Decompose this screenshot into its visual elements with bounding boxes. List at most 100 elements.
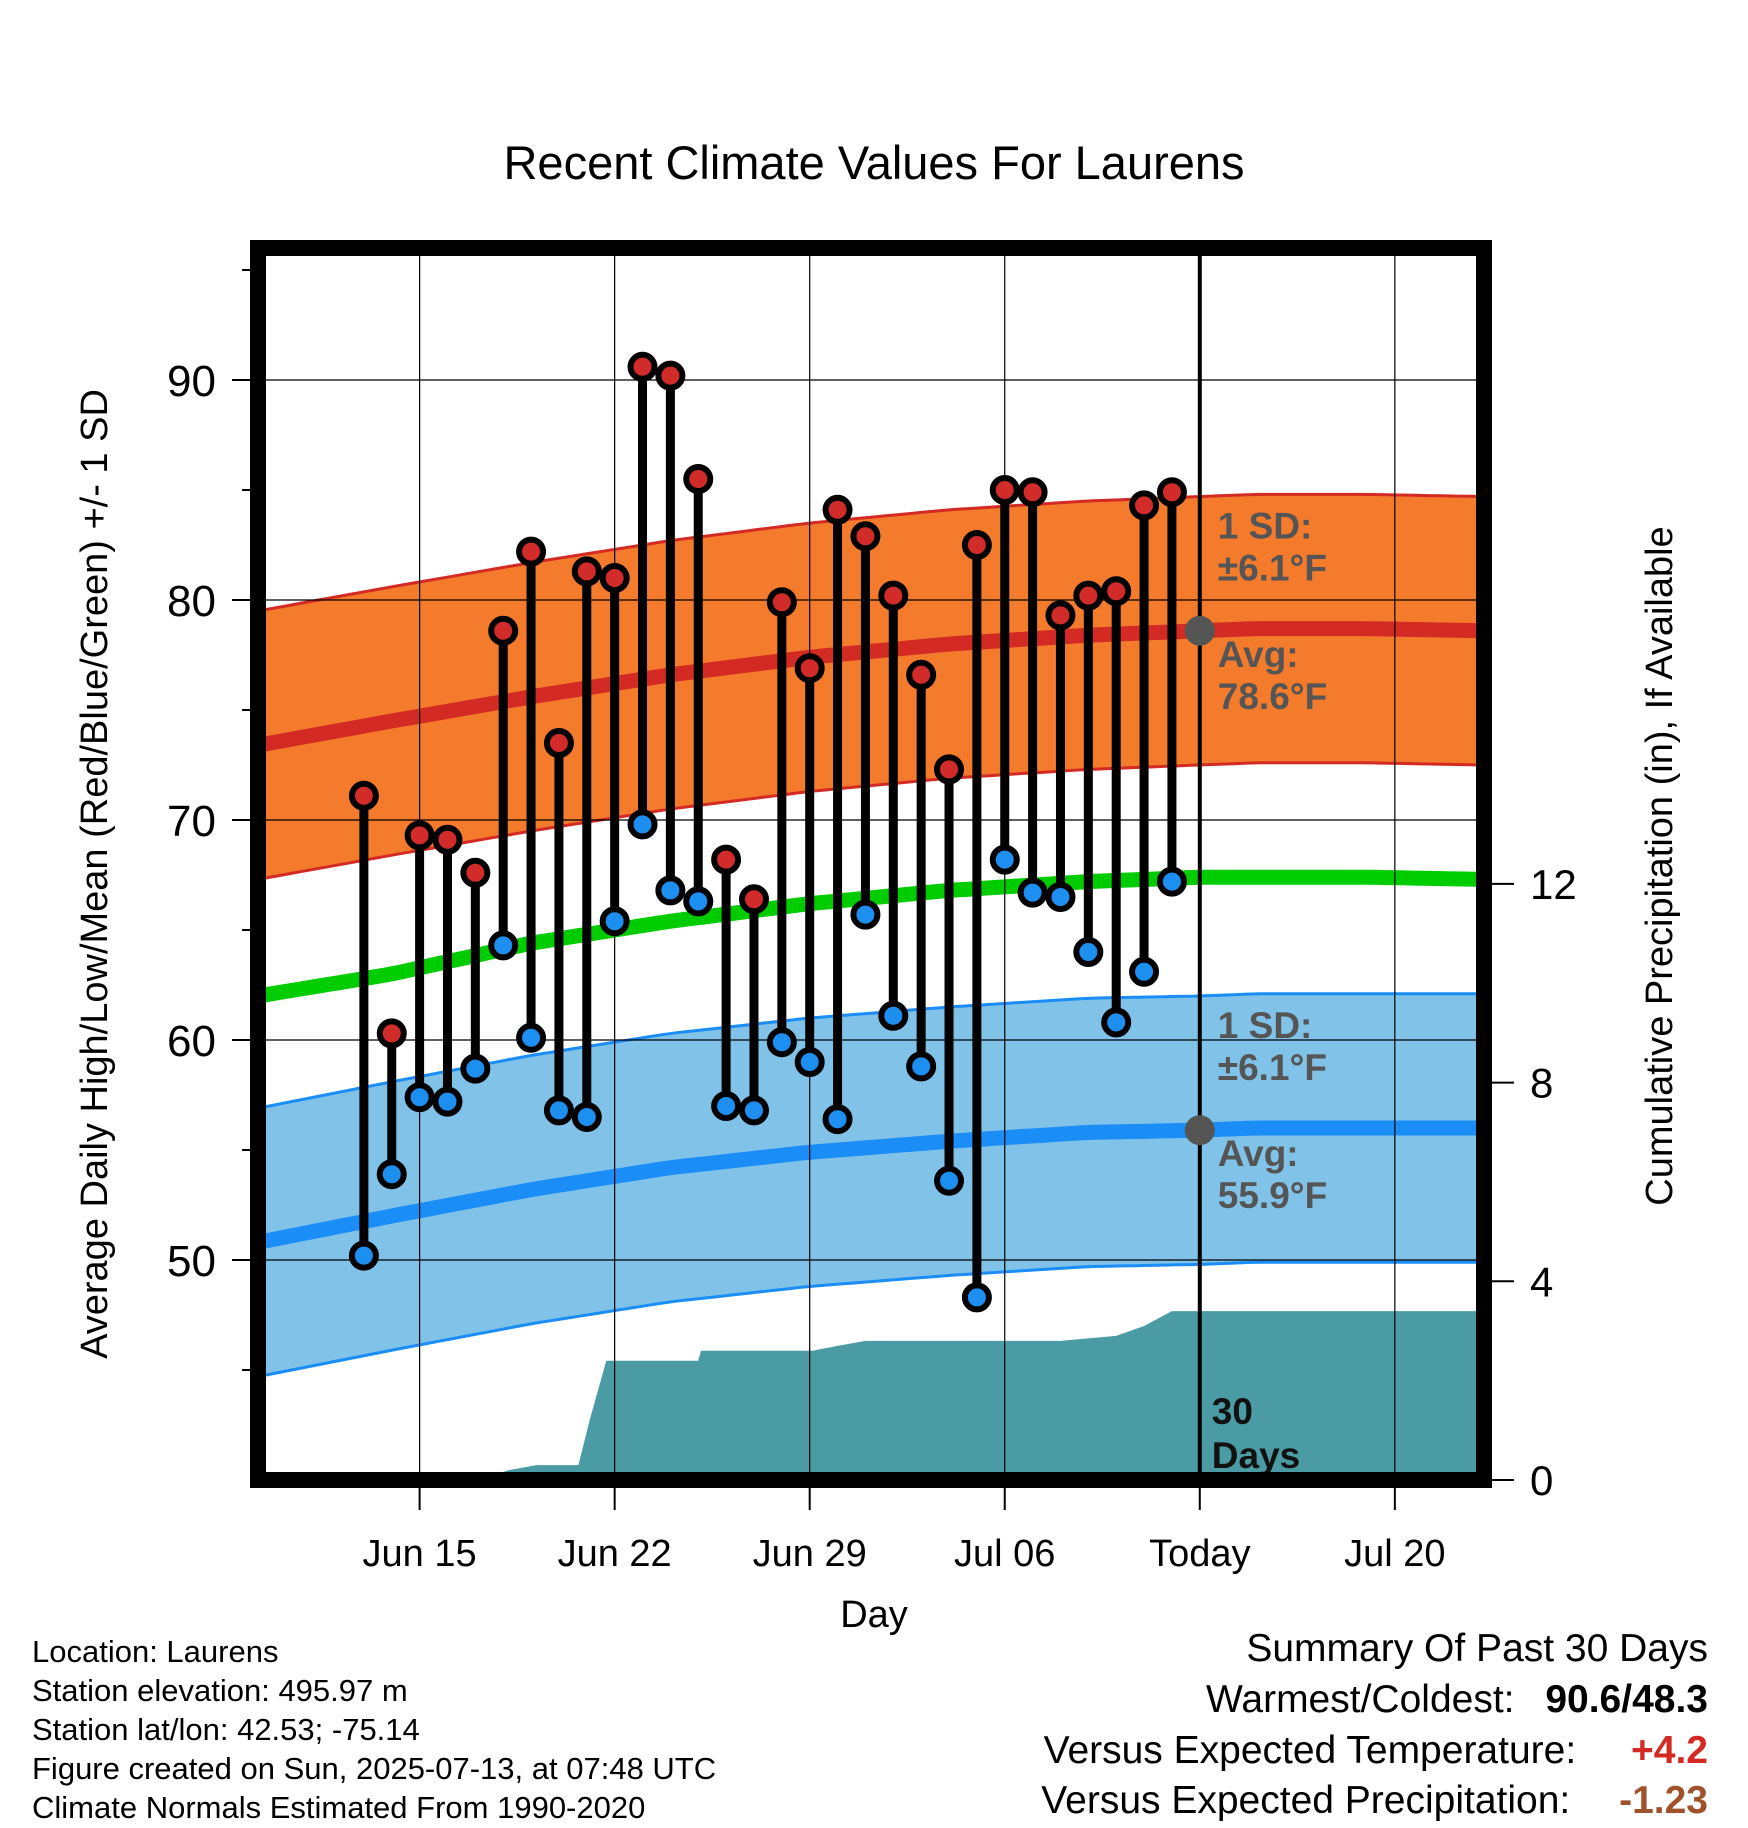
- high-temp-point: [1017, 477, 1048, 508]
- low-avg-value: 55.9°F: [1218, 1175, 1327, 1216]
- footer-normals: Climate Normals Estimated From 1990-2020: [32, 1790, 646, 1825]
- summary-precip-label: Versus Expected Precipitation:: [1041, 1779, 1571, 1822]
- high-temp-point: [488, 615, 519, 646]
- low-temp-point: [460, 1053, 491, 1084]
- low-temp-point: [571, 1102, 602, 1132]
- low-temp-point: [906, 1051, 937, 1082]
- low-sd-band: [258, 993, 1484, 1377]
- y-tick-label: 90: [167, 357, 216, 406]
- high-temp-point: [683, 464, 714, 494]
- low-temp-point: [711, 1091, 742, 1121]
- low-temp-point: [1101, 1007, 1132, 1038]
- high-temp-point: [961, 530, 992, 560]
- high-temp-point: [599, 563, 630, 593]
- low-sd-value: ±6.1°F: [1218, 1047, 1327, 1088]
- low-avg-label: Avg:: [1218, 1133, 1299, 1174]
- low-temp-point: [822, 1104, 853, 1135]
- low-temp-point: [961, 1282, 992, 1313]
- x-tick-label: Jul 20: [1344, 1533, 1445, 1575]
- high-temp-point: [516, 536, 547, 567]
- y2-axis-label: Cumulative Precipitation (in), If Availa…: [1639, 526, 1681, 1205]
- high-avg-line: [258, 621, 1484, 753]
- high-sd-lower-line: [258, 761, 1484, 881]
- low-temp-point: [1073, 937, 1104, 967]
- high-temp-point: [711, 844, 742, 875]
- low-avg-today-marker: [1184, 1115, 1215, 1146]
- summary-precip-value: -1.23: [1619, 1779, 1708, 1822]
- low-temp-point: [543, 1095, 574, 1126]
- days-count-label: 30: [1212, 1391, 1253, 1432]
- low-temp-point: [766, 1027, 797, 1058]
- x-tick-label: Jul 06: [954, 1533, 1055, 1575]
- high-temp-point: [571, 556, 602, 587]
- y-tick-label: 70: [167, 797, 216, 846]
- high-temp-point: [1101, 576, 1132, 607]
- low-temp-point: [1045, 882, 1076, 912]
- mean-avg-line: [258, 869, 1484, 1004]
- high-temp-point: [1129, 490, 1160, 521]
- high-temp-point: [432, 824, 463, 855]
- summary-heading: Summary Of Past 30 Days: [1246, 1627, 1708, 1670]
- high-temp-point: [376, 1018, 407, 1049]
- y2-tick-label: 0: [1530, 1457, 1553, 1504]
- y2-tick-label: 4: [1530, 1258, 1553, 1305]
- high-temp-point: [655, 360, 686, 391]
- high-temp-point: [543, 728, 574, 758]
- low-temp-point: [516, 1022, 547, 1053]
- high-temp-point: [934, 754, 965, 785]
- low-temp-point: [599, 906, 630, 937]
- low-temp-point: [348, 1240, 379, 1271]
- summary-warm-cold-value: 90.6/48.3: [1545, 1678, 1708, 1721]
- low-sd-lower-line: [258, 1260, 1484, 1379]
- y-tick-label: 60: [167, 1017, 216, 1066]
- high-sd-label: 1 SD:: [1218, 506, 1313, 547]
- x-tick-label: Today: [1149, 1533, 1250, 1575]
- low-temp-point: [488, 930, 519, 961]
- low-temp-point: [1156, 866, 1187, 897]
- low-temp-point: [655, 875, 686, 906]
- precip-area: [386, 1311, 1484, 1480]
- low-temp-point: [738, 1095, 769, 1126]
- high-temp-point: [850, 521, 881, 552]
- high-temp-point: [460, 857, 491, 888]
- plot-frame: [250, 240, 1492, 1488]
- y-axis-label: Average Daily High/Low/Mean (Red/Blue/Gr…: [74, 389, 116, 1359]
- y2-tick-label: 12: [1530, 861, 1577, 908]
- high-avg-label: Avg:: [1218, 634, 1299, 675]
- high-temp-point: [1156, 477, 1187, 508]
- high-temp-point: [822, 494, 853, 525]
- footer-location: Location: Laurens: [32, 1634, 279, 1669]
- high-sd-band: [258, 494, 1484, 880]
- footer-latlon: Station lat/lon: 42.53; -75.14: [32, 1712, 420, 1747]
- x-tick-label: Jun 22: [558, 1533, 672, 1575]
- high-avg-today-marker: [1184, 615, 1215, 646]
- x-axis-label: Day: [840, 1594, 908, 1636]
- summary-warm-cold-label: Warmest/Coldest:: [1206, 1678, 1515, 1721]
- low-temp-point: [850, 899, 881, 930]
- high-temp-point: [1073, 580, 1104, 611]
- footer-created: Figure created on Sun, 2025-07-13, at 07…: [32, 1751, 717, 1786]
- x-tick-label: Jun 15: [363, 1533, 477, 1575]
- low-temp-point: [627, 809, 658, 840]
- days-word-label: Days: [1212, 1435, 1300, 1476]
- low-temp-point: [432, 1086, 463, 1117]
- low-temp-point: [1017, 877, 1048, 908]
- low-avg-line: [258, 1120, 1484, 1250]
- summary-temp-label: Versus Expected Temperature:: [1043, 1729, 1577, 1772]
- plot-inner: [258, 248, 1484, 1480]
- high-avg-value: 78.6°F: [1218, 676, 1327, 717]
- high-temp-point: [627, 351, 658, 382]
- low-temp-point: [989, 844, 1020, 875]
- high-sd-value: ±6.1°F: [1218, 548, 1327, 589]
- high-temp-point: [738, 884, 769, 915]
- high-temp-point: [348, 780, 379, 811]
- high-temp-point: [989, 475, 1020, 505]
- high-temp-point: [794, 653, 825, 684]
- high-temp-point: [404, 820, 435, 851]
- high-temp-point: [766, 587, 797, 618]
- x-tick-label: Jun 29: [753, 1533, 867, 1575]
- footer-elevation: Station elevation: 495.97 m: [32, 1673, 408, 1708]
- high-temp-point: [1045, 600, 1076, 631]
